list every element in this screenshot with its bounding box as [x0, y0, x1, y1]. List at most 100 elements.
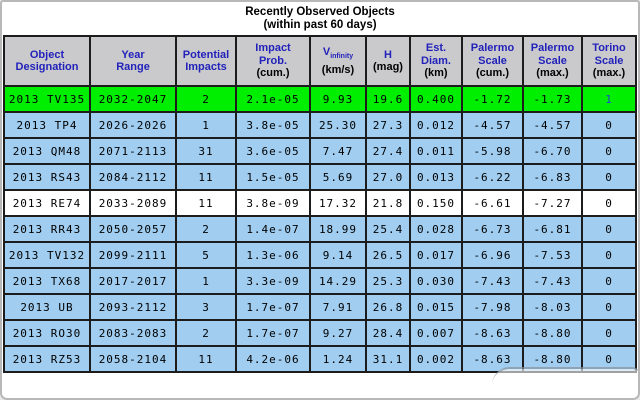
cell-potential-impacts: 2	[175, 215, 237, 243]
cell-year-range: 2099-2111	[89, 241, 177, 269]
table-row: 2013 TX68 2017-2017 1 3.3e-09 14.29 25.3 0.030…	[3, 267, 637, 295]
cell-v-infinity: 9.14	[309, 241, 367, 269]
cell-est-diameter: 0.011	[409, 137, 463, 165]
cell-est-diameter: 0.017	[409, 241, 463, 269]
cell-v-infinity: 1.24	[309, 345, 367, 373]
header-label: Potential Impacts	[182, 48, 230, 74]
header-label: Object Designation	[15, 48, 79, 74]
object-designation-link[interactable]: 2013 TV132	[3, 241, 91, 269]
table-row: 2013 RS43 2084-2112 11 1.5e-05 5.69 27.0 0.013…	[3, 163, 637, 191]
cell-palermo-cum: -1.72	[461, 85, 524, 113]
cell-est-diameter: 0.030	[409, 267, 463, 295]
header-label: Palermo Scale	[530, 42, 575, 67]
cell-h-magnitude: 25.4	[365, 215, 411, 243]
table-row: 2013 UB 2093-2112 3 1.7e-07 7.91 26.8 0.015 -7.…	[3, 293, 637, 321]
object-designation-link[interactable]: 2013 TP4	[3, 111, 91, 139]
cell-palermo-max: -8.03	[522, 293, 583, 321]
object-designation-link[interactable]: 2013 TV135	[3, 85, 91, 113]
cell-v-infinity: 7.47	[309, 137, 367, 165]
cell-year-range: 2017-2017	[89, 267, 177, 295]
col-header-v-infinity: Vinfinity (km/s)	[309, 35, 367, 87]
cell-palermo-max: -4.57	[522, 111, 583, 139]
cell-torino: 0	[581, 137, 637, 165]
cell-palermo-max: -8.80	[522, 319, 583, 347]
col-header-torino-max: Torino Scale (max.)	[581, 35, 637, 87]
cell-torino: 0	[581, 163, 637, 191]
cell-impact-prob: 3.3e-09	[235, 267, 311, 295]
cell-est-diameter: 0.015	[409, 293, 463, 321]
cell-h-magnitude: 28.4	[365, 319, 411, 347]
cell-v-infinity: 7.91	[309, 293, 367, 321]
header-unit: (km)	[424, 67, 448, 80]
header-unit: (cum.)	[256, 67, 290, 80]
cell-palermo-max: -8.80	[522, 345, 583, 373]
object-designation-link[interactable]: 2013 TX68	[3, 267, 91, 295]
cell-palermo-max: -7.27	[522, 189, 583, 217]
cell-h-magnitude: 27.4	[365, 137, 411, 165]
page-title: Recently Observed Objects (within past 6…	[2, 6, 638, 32]
table-row: 2013 TV135 2032-2047 2 2.1e-05 9.93 19.6 0.400…	[3, 85, 637, 113]
cell-potential-impacts: 11	[175, 345, 237, 373]
header-label: Torino Scale	[592, 42, 626, 67]
objects-table: Object Designation Year Range Potential …	[3, 35, 637, 373]
cell-potential-impacts: 1	[175, 267, 237, 295]
cell-h-magnitude: 26.8	[365, 293, 411, 321]
object-designation-link[interactable]: 2013 QM48	[3, 137, 91, 165]
cell-potential-impacts: 3	[175, 293, 237, 321]
object-designation-link[interactable]: 2013 RZ53	[3, 345, 91, 373]
table-row: 2013 RR43 2050-2057 2 1.4e-07 18.99 25.4 0.028…	[3, 215, 637, 243]
cell-est-diameter: 0.002	[409, 345, 463, 373]
table-row: 2013 RO30 2083-2083 2 1.7e-07 9.27 28.4 0.007-…	[3, 319, 637, 347]
col-header-impact-prob: Impact Prob. (cum.)	[235, 35, 311, 87]
col-header-h-magnitude: H (mag)	[365, 35, 411, 87]
cell-est-diameter: 0.013	[409, 163, 463, 191]
cell-palermo-max: -6.70	[522, 137, 583, 165]
cell-h-magnitude: 27.3	[365, 111, 411, 139]
cell-v-infinity: 5.69	[309, 163, 367, 191]
header-unit: (cum.)	[476, 67, 509, 80]
header-unit: (km/s)	[321, 63, 355, 76]
cell-palermo-max: -1.73	[522, 85, 583, 113]
cell-impact-prob: 1.5e-05	[235, 163, 311, 191]
object-designation-link[interactable]: 2013 RS43	[3, 163, 91, 191]
cell-potential-impacts: 11	[175, 163, 237, 191]
cell-palermo-cum: -6.61	[461, 189, 524, 217]
cell-palermo-cum: -5.98	[461, 137, 524, 165]
col-header-potential-impacts: Potential Impacts	[175, 35, 237, 87]
cell-year-range: 2033-2089	[89, 189, 177, 217]
cell-potential-impacts: 5	[175, 241, 237, 269]
cell-v-infinity: 14.29	[309, 267, 367, 295]
cell-h-magnitude: 27.0	[365, 163, 411, 191]
cell-year-range: 2071-2113	[89, 137, 177, 165]
cell-palermo-cum: -6.22	[461, 163, 524, 191]
cell-h-magnitude: 19.6	[365, 85, 411, 113]
cell-potential-impacts: 2	[175, 85, 237, 113]
cell-palermo-cum: -6.96	[461, 241, 524, 269]
cell-torino: 0	[581, 319, 637, 347]
cell-h-magnitude: 31.1	[365, 345, 411, 373]
header-label: Impact Prob.	[255, 42, 291, 67]
cell-palermo-cum: -8.63	[461, 319, 524, 347]
cell-potential-impacts: 31	[175, 137, 237, 165]
cell-h-magnitude: 25.3	[365, 267, 411, 295]
cell-v-infinity: 9.93	[309, 85, 367, 113]
object-designation-link[interactable]: 2013 RE74	[3, 189, 91, 217]
cell-v-infinity: 17.32	[309, 189, 367, 217]
header-label: Vinfinity	[322, 45, 354, 61]
cell-torino: 0	[581, 189, 637, 217]
header-unit: (max.)	[592, 67, 626, 80]
col-header-est-diameter: Est. Diam. (km)	[409, 35, 463, 87]
object-designation-link[interactable]: 2013 RO30	[3, 319, 91, 347]
col-header-palermo-cum: Palermo Scale (cum.)	[461, 35, 524, 87]
table-row: 2013 TV132 2099-2111 5 1.3e-06 9.14 26.5 0.017…	[3, 241, 637, 269]
cell-est-diameter: 0.150	[409, 189, 463, 217]
cell-est-diameter: 0.007	[409, 319, 463, 347]
cell-h-magnitude: 26.5	[365, 241, 411, 269]
cell-palermo-cum: -4.57	[461, 111, 524, 139]
table-row: 2013 TP4 2026-2026 1 3.8e-05 25.30 27.3 0.012-…	[3, 111, 637, 139]
object-designation-link[interactable]: 2013 UB	[3, 293, 91, 321]
cell-palermo-cum: -7.43	[461, 267, 524, 295]
cell-potential-impacts: 2	[175, 319, 237, 347]
object-designation-link[interactable]: 2013 RR43	[3, 215, 91, 243]
